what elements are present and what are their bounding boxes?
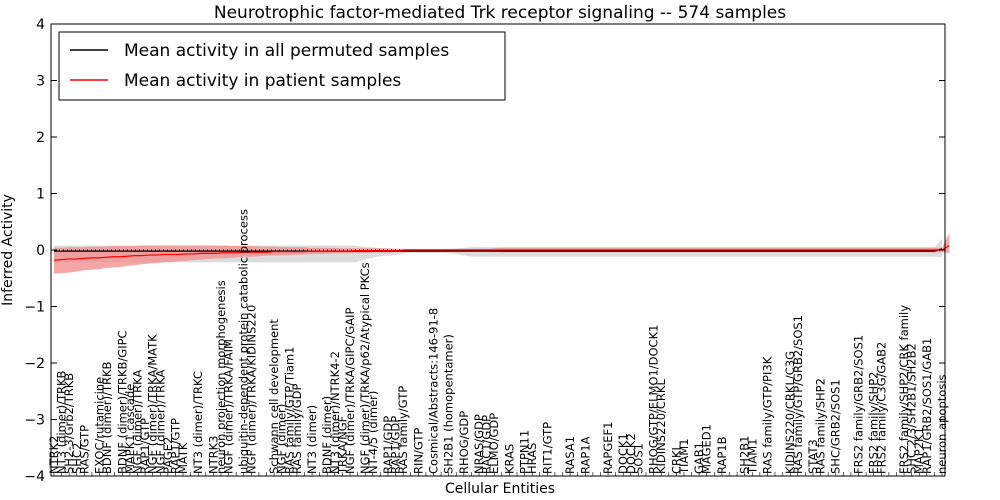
x-tick-label: CRKL xyxy=(669,443,683,474)
x-tick-label: NGF (dimer) xyxy=(275,404,289,474)
x-tick-label: RHOG/GTP/ELMO1/DOCK1 xyxy=(647,325,661,474)
x-tick-label: BDNF (dimer)/TRKB/GIPC xyxy=(115,330,129,474)
y-tick-label: −1 xyxy=(24,300,45,316)
x-tick-label: RAS family/GTP xyxy=(396,386,410,474)
x-tick-label: Schwann cell development xyxy=(267,319,281,474)
x-tick-label: RIT1/GTP xyxy=(540,422,554,474)
y-tick-label: 2 xyxy=(36,130,45,146)
permuted-mean-line xyxy=(54,248,943,252)
x-tick-label: RAP1/GDP xyxy=(381,416,395,474)
x-tick-label: NTRK3 xyxy=(206,436,220,474)
x-tick-label: RAS family/SHP2 xyxy=(814,378,828,474)
x-tick-label: RHOG/GDP xyxy=(457,411,471,474)
x-tick-label: FRS2 family/GRB2/SOS1 xyxy=(852,335,866,474)
x-tick-label: NGF (dimer)/TRKA xyxy=(130,370,144,474)
x-tick-label: NGF (dimer)/TRKA/KIDINS220 xyxy=(244,305,258,474)
x-tick-label: RAS family/GDP xyxy=(290,384,304,474)
x-tick-label: GAB1 xyxy=(692,442,706,474)
x-tick-label: BDNF (dimer) xyxy=(320,396,334,474)
x-tick-label: MAP2K1 xyxy=(912,427,926,474)
x-tick-label: FRS2 family/C3G/GAB2 xyxy=(874,342,888,474)
legend: Mean activity in all permuted samples Me… xyxy=(58,31,506,101)
y-tick-label: −3 xyxy=(24,413,45,429)
x-tick-label: EXOC/rutamicine xyxy=(93,377,107,474)
x-tick-label: SH2-3/Grb2/TRKB xyxy=(62,373,76,474)
x-tick-label: KRAS xyxy=(502,444,516,474)
x-tick-label: TRKA/NGF xyxy=(335,416,349,475)
x-tick-label: Cosmical/Abstracts:146-91-8 xyxy=(426,308,440,474)
x-tick-label: TIAM1 xyxy=(745,438,759,475)
x-tick-label: RASA1 xyxy=(563,436,577,474)
x-tick-label: neuron projection morphogenesis xyxy=(214,280,228,474)
x-tick-label: FRS2 family/SHP2/CRK family xyxy=(897,305,911,474)
x-tick-label: RAS/GTP xyxy=(77,425,91,474)
x-tick-label: NT3 (dimer)/TRKC xyxy=(191,371,205,474)
x-tick-label: NGF (dimer)/TRKA xyxy=(153,370,167,474)
x-tick-label: NGF (dimer)/TRKA/GIPC/GAIP xyxy=(343,307,357,474)
x-tick-label: DOCK1 xyxy=(616,433,630,474)
x-tick-label: PAGE2 xyxy=(161,437,175,474)
x-tick-label: NT-4/5 (dimer) xyxy=(366,391,380,474)
y-tick-label: −2 xyxy=(24,356,45,372)
x-tick-label: KIDINS220/CRKL/C3G xyxy=(783,351,797,474)
legend-box xyxy=(58,31,506,101)
y-axis-label: Inferred Activity xyxy=(0,194,16,306)
x-tick-label: NGF (dimer)/TRKA/FAIM xyxy=(222,339,236,474)
x-tick-label: NT3 (dimer)/TRKB xyxy=(55,370,69,474)
x-tick-label: RAP1/GDP xyxy=(389,416,403,474)
x-tick-label: RAPGEF1 xyxy=(601,422,615,474)
x-tick-label: STAT3 xyxy=(806,439,820,474)
x-tick-label: RAS family/GTP/Tiam1 xyxy=(282,347,296,474)
x-axis-label: Cellular Entities xyxy=(445,481,555,497)
x-tick-label: RAS family/GTP/PI3K xyxy=(760,356,774,474)
patient-mean-line xyxy=(53,244,950,261)
x-tick-label: NT3 (dimer) xyxy=(305,405,319,474)
x-tick-label: NRAS/GDP xyxy=(472,414,486,474)
x-tick-label: SHC/GRB2/SOS1 xyxy=(829,379,843,474)
x-tick-label: RAP1B xyxy=(715,436,729,474)
legend-label-permuted: Mean activity in all permuted samples xyxy=(124,41,449,61)
x-tick-label: RAS family/GTP/GRB2/SOS1 xyxy=(791,315,805,474)
x-tick-label: ubiquitin-dependent protein catabolic pr… xyxy=(237,209,251,474)
x-tick-label: SOS1 xyxy=(631,443,645,474)
x-tick-label: NT3 (dimer)/NTRK4-2 xyxy=(328,351,342,474)
x-tick-label: PTPN11 xyxy=(518,430,532,474)
x-tick-label: MAPK1 cascade xyxy=(123,384,137,474)
x-tick-label: NGF (dimer)/TRKA/p62/Atypical PKCs xyxy=(358,262,372,474)
x-tick-label: SH2B1 (homopentamer) xyxy=(442,334,456,474)
x-tick-label: BDNF (dimer)/TRKB xyxy=(100,361,114,474)
x-tick-label: RAP1/GRB2/SOS1/GAB1 xyxy=(920,338,934,474)
x-tick-label: RAP1/GTP xyxy=(168,418,182,474)
x-tick-label: TIAM1 xyxy=(677,438,691,475)
x-tick-label: NGF (dimer)/TRKA/MATK xyxy=(146,334,160,474)
x-tick-label: ELMO/GDP xyxy=(487,413,501,474)
x-tick-label: DOCK2 xyxy=(624,433,638,474)
y-tick-label: 3 xyxy=(36,74,45,90)
x-tick-label: RAP1/GTP xyxy=(138,418,152,474)
y-axis: −4 −3 −2 −1 0 1 2 3 4 xyxy=(24,17,945,485)
y-tick-label: 4 xyxy=(36,17,45,33)
y-tick-label: 0 xyxy=(36,243,45,259)
y-tick-label: 1 xyxy=(36,187,45,203)
x-tick-label: MAGED1 xyxy=(700,424,714,474)
x-tick-label: HRAS xyxy=(525,443,539,474)
x-tick-label: RIN/GTP xyxy=(411,428,425,474)
x-tick-label: SHC2 xyxy=(70,443,84,474)
x-tick-label: FRS2 family/SHP2 xyxy=(867,372,881,474)
y-tick-label: −4 xyxy=(24,469,45,485)
x-tick-label: RAP1A xyxy=(578,436,592,474)
activity-lines xyxy=(51,244,950,261)
chart-title: Neurotrophic factor-mediated Trk recepto… xyxy=(214,3,786,23)
x-tick-label: neuron apoptosis xyxy=(935,374,949,474)
x-tick-label: SH2B1 xyxy=(738,436,752,474)
x-tick-label: MATK xyxy=(176,442,190,474)
x-tick-label: RAC1/GDP xyxy=(480,415,494,474)
x-tick-label: SHC 2/3/SH2B1/SH2B2 xyxy=(905,343,919,474)
x-tick-label: KIDINS220/CRKL xyxy=(654,379,668,474)
legend-label-patient: Mean activity in patient samples xyxy=(124,71,401,91)
